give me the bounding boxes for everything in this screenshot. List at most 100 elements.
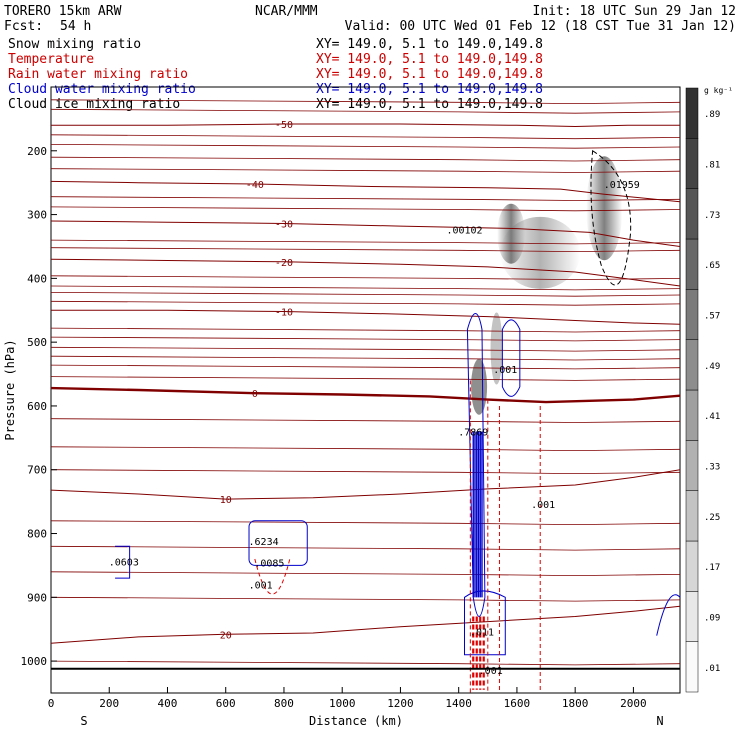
isotherm-label: 10 (220, 495, 232, 506)
cloud-water-cell (501, 319, 521, 397)
extremum-label: .6234 (249, 537, 279, 548)
cloud-water-cell-south (248, 520, 308, 566)
isotherm (51, 123, 680, 128)
valid-time: Valid: 00 UTC Wed 01 Feb 12 (18 CST Tue … (345, 19, 736, 34)
isotherm-label: -50 (275, 120, 293, 131)
isotherm-minor (50, 156, 681, 162)
isotherm-minor (50, 196, 681, 201)
x-tick-label: 1800 (562, 697, 589, 710)
isotherm-minor (50, 660, 681, 666)
isotherm-label: -10 (275, 308, 293, 319)
cloud-ice-contour (590, 149, 632, 286)
isotherm-minor (50, 545, 681, 551)
field-xy-rain: XY= 149.0, 5.1 to 149.0,149.8 (316, 67, 543, 82)
x-tick-label: 1400 (445, 697, 472, 710)
colorbar-swatch (685, 289, 699, 340)
isotherm-minor (50, 418, 681, 423)
cloud-water-edge (656, 594, 681, 636)
isotherm-minor (50, 355, 681, 361)
extremum-label: .0085 (254, 559, 284, 570)
x-tick-label: 400 (158, 697, 178, 710)
y-tick-label: 900 (27, 591, 47, 604)
colorbar-label: .09 (704, 614, 720, 624)
colorbar-label: .49 (704, 362, 720, 372)
extremum-label: .011 (470, 628, 494, 639)
x-tick-label: 0 (48, 697, 55, 710)
colorbar-swatch (685, 339, 699, 391)
field-label-rain: Rain water mixing ratio (8, 67, 188, 82)
extremum-label: .001 (493, 365, 517, 376)
cloud-water-tower (466, 312, 486, 617)
isotherm-minor (50, 275, 681, 281)
snow-shade-north (586, 156, 623, 261)
y-tick-label: 600 (27, 400, 47, 413)
extremum-label: .001 (249, 580, 273, 591)
north-end-label: N (656, 714, 663, 728)
field-extrema-labels: .00102 .01959 .7869 .001 .6234 .0085 .001 .0603… (109, 180, 640, 677)
colorbar-swatch (685, 440, 699, 491)
colorbar-label: .89 (704, 110, 720, 120)
colorbar-label: .17 (704, 563, 720, 573)
isotherm-minor (50, 446, 681, 452)
colorbar-swatch (685, 138, 699, 189)
field-xy-cloud-water: XY= 149.0, 5.1 to 149.0,149.8 (316, 82, 543, 97)
isotherm-minor (50, 300, 681, 306)
isotherm (50, 605, 681, 644)
y-tick-label: 800 (27, 528, 47, 541)
isotherm-minor (50, 469, 681, 475)
y-tick-label: 400 (27, 272, 47, 285)
isotherm-minor (50, 376, 681, 381)
isotherm (50, 220, 681, 247)
isotherm-minor (50, 168, 681, 173)
colorbar: .01 .09 .17 .25 .33 .41 .49 .57 .65 .73 .81 .89 (685, 87, 720, 693)
y-tick-label: 300 (27, 209, 47, 222)
colorbar-unit: g kg⁻¹ (704, 86, 733, 95)
axes: 0 200 400 600 800 1000 1200 1400 1600 1800 2000200… (21, 145, 647, 710)
extremum-label: .0603 (109, 557, 139, 568)
colorbar-swatch (685, 591, 699, 642)
snow-shading (471, 156, 623, 415)
isotherm-minor (50, 206, 681, 212)
field-label-cloud-water: Cloud water mixing ratio (8, 82, 196, 97)
y-axis-title: Pressure (hPa) (3, 339, 17, 440)
colorbar-label: .65 (704, 261, 720, 271)
snow-shade-mid (490, 312, 503, 385)
extremum-label: .00102 (446, 226, 482, 237)
init-time: Init: 18 UTC Sun 29 Jan 12 (533, 4, 737, 19)
colorbar-label: .33 (704, 463, 720, 473)
isotherm-minor (50, 327, 681, 333)
isotherm (51, 309, 681, 325)
isotherm-minor (50, 144, 681, 149)
isotherm-minor (50, 346, 681, 352)
cloud-water-base (464, 590, 506, 656)
cloud-water-tiny (115, 545, 131, 579)
colorbar-label: .57 (704, 312, 720, 322)
isotherm-minor (50, 520, 681, 526)
org-label: NCAR/MMM (255, 4, 318, 19)
temperature-contours: -50 -40 -30 -20 -10 0 10 20 (50, 99, 681, 666)
x-tick-label: 200 (99, 697, 119, 710)
x-tick-label: 2000 (620, 697, 647, 710)
extremum-label: .01959 (604, 180, 640, 191)
y-tick-label: 500 (27, 336, 47, 349)
isotherm (50, 180, 681, 203)
isotherm-minor (50, 99, 681, 105)
model-title: TORERO 15km ARW (4, 4, 122, 19)
isotherm-label: 0 (252, 389, 258, 400)
colorbar-swatch (685, 641, 699, 693)
isotherm-minor (50, 285, 681, 291)
y-tick-label: 200 (27, 145, 47, 158)
field-xy-snow: XY= 149.0, 5.1 to 149.0,149.8 (316, 37, 543, 52)
extremum-label: .001 (479, 666, 503, 677)
fcst-value: 54 h (60, 19, 91, 34)
isotherm-label: 20 (220, 630, 232, 641)
colorbar-swatch (685, 188, 699, 240)
isotherm (50, 258, 681, 287)
isotherm-minor (50, 247, 681, 253)
south-end-label: S (80, 714, 87, 728)
isotherm-minor (50, 134, 681, 140)
colorbar-swatch (685, 238, 699, 290)
x-tick-label: 1200 (387, 697, 414, 710)
isotherm-label: -40 (246, 180, 264, 191)
